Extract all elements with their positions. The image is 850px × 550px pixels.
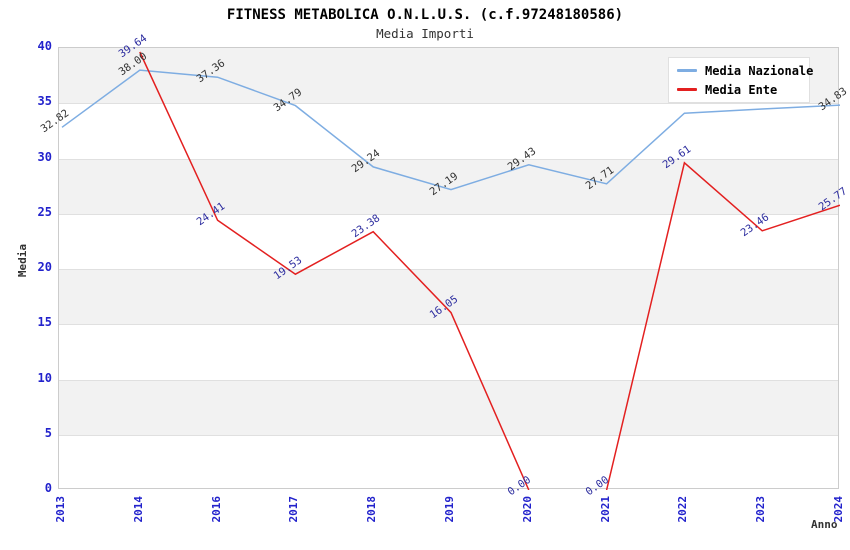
x-tick-label: 2014 <box>131 496 145 523</box>
x-tick-label: 2020 <box>520 496 534 523</box>
x-tick-label: 2024 <box>832 496 845 523</box>
x-tick-label: 2013 <box>54 496 67 523</box>
legend-label-media-nazionale: Media Nazionale <box>705 63 814 78</box>
legend-line-media-ente-icon <box>677 88 697 91</box>
series-line-media-nazionale <box>61 69 840 191</box>
x-tick-label: 2023 <box>754 496 768 523</box>
y-tick-label: 20 <box>37 260 52 274</box>
series-line-media-ente <box>605 161 840 490</box>
gridline <box>59 213 838 215</box>
y-tick-label: 15 <box>37 315 52 330</box>
plot-area <box>58 47 840 490</box>
x-tick-label: 2016 <box>209 496 223 523</box>
gridline <box>59 103 838 105</box>
x-tick-label: 2021 <box>598 496 612 523</box>
y-tick-label: 40 <box>37 39 52 53</box>
chart-title: FITNESS METABOLICA O.N.L.U.S. (c.f.97248… <box>226 7 624 23</box>
plot-band <box>59 269 838 325</box>
x-tick-label: 2022 <box>676 496 690 523</box>
x-tick-label: 2018 <box>365 496 379 523</box>
chart-subtitle: Media Importi <box>376 26 474 41</box>
y-tick-label: 5 <box>44 425 52 440</box>
x-tick-label: 2017 <box>287 496 301 523</box>
series-line-media-ente <box>139 51 530 490</box>
legend-label-media-ente: Media Ente <box>705 82 778 97</box>
y-tick-label: 30 <box>37 149 52 164</box>
gridline <box>59 379 838 381</box>
y-tick-label: 35 <box>37 94 52 109</box>
y-tick-label: 10 <box>37 370 52 385</box>
x-tick-label: 2019 <box>443 496 456 523</box>
gridline <box>59 269 838 270</box>
gridline <box>59 158 838 160</box>
legend: Media Nazionale Media Ente <box>668 57 813 103</box>
legend-line-media-nazionale-icon <box>677 69 697 72</box>
legend-item-media-nazionale: Media Nazionale <box>677 64 813 78</box>
plot-band <box>59 158 838 214</box>
plot-band <box>59 379 838 435</box>
series-lines <box>61 51 840 490</box>
y-tick-label: 0 <box>44 481 52 495</box>
y-tick-label: 25 <box>37 204 52 219</box>
gridline <box>59 324 838 326</box>
x-axis-title: Anno <box>811 518 838 531</box>
gridline <box>59 434 838 436</box>
legend-item-media-ente: Media Ente <box>677 83 809 97</box>
